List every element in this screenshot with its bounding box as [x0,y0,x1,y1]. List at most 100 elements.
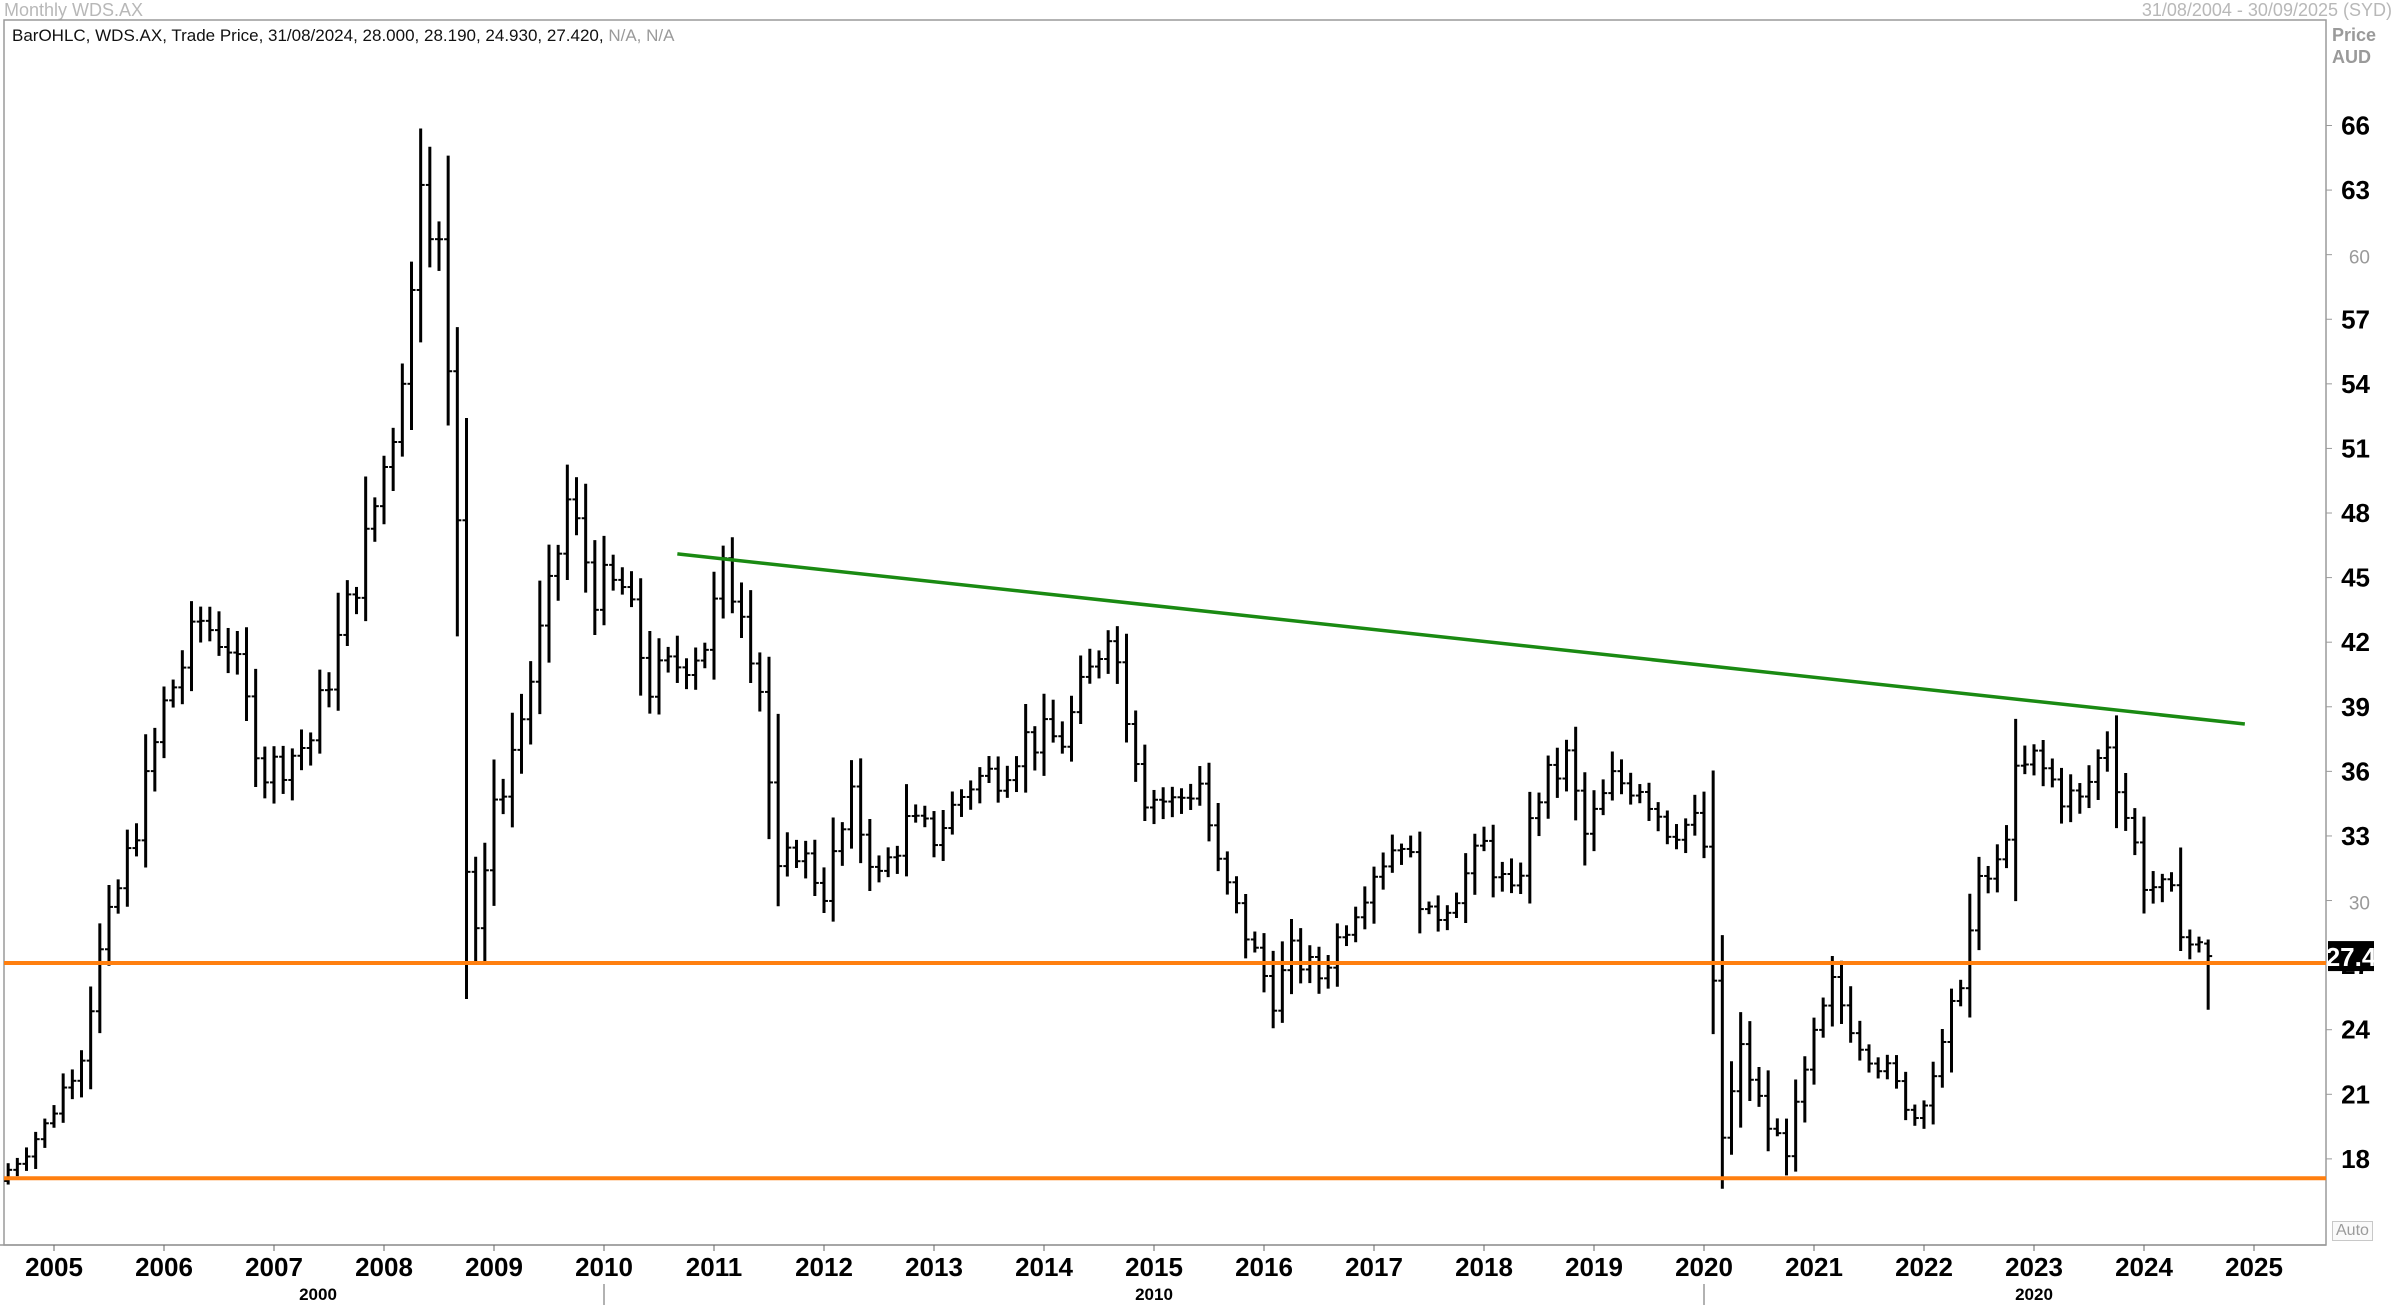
trendlines [4,552,2326,1181]
ohlc-bar [1507,858,1516,894]
price-bars [4,128,2213,1189]
price-axis-label: Price [2332,25,2377,45]
x-tick-label: 2006 [135,1252,193,1282]
ohlc-bar [710,571,718,680]
ohlc-bar [141,734,150,868]
ohlc-bar [114,879,123,914]
ohlc-bar [1480,826,1488,852]
x-tick-label: 2013 [905,1252,963,1282]
ohlc-bar [1663,810,1672,845]
ohlc-bar [1800,1056,1809,1123]
ohlc-bar [50,1105,58,1128]
ohlc-bar [1975,856,1983,951]
ohlc-bar [939,810,948,861]
ohlc-bar [774,713,783,907]
ohlc-bar [205,606,214,642]
ohlc-bar [636,578,645,696]
x-decade-label: 2010 [1135,1285,1173,1304]
ohlc-bar [453,327,462,637]
y-tick-label: 66 [2341,110,2370,140]
ohlc-bar [297,729,306,771]
y-tick-label: 24 [2341,1015,2370,1045]
trendline-resistance [677,552,2246,726]
chart-legend: BarOHLC, WDS.AX, Trade Price, 31/08/2024… [12,26,674,46]
ohlc-bar [609,554,618,591]
ohlc-bar [242,627,251,722]
ohlc-bar [966,780,975,810]
ohlc-bar [1590,790,1598,852]
x-tick-label: 2019 [1565,1252,1623,1282]
ohlc-bar [315,669,324,754]
ohlc-bar [893,845,902,874]
ohlc-bar [1791,1079,1800,1172]
ohlc-bar [1168,786,1177,818]
ohlc-bar [948,791,957,835]
time-axis: 2005 2006 2007 2008 2009 2010 2011 2012 2013 2014… [0,1244,2326,1305]
ohlc-bar [59,1073,68,1123]
ohlc-bar [1580,772,1589,866]
ohlc-bar [2020,745,2029,775]
ohlc-bar [251,668,260,788]
ohlc-bar [1049,699,1058,743]
ohlc-bar [2030,744,2038,776]
ohlc-bar [1278,941,1287,1023]
ohlc-bar [224,627,233,674]
x-tick-label: 2008 [355,1252,413,1282]
ohlc-bar [1901,1071,1910,1121]
ohlc-bar [517,693,526,774]
x-tick-label: 2017 [1345,1252,1403,1282]
price-axis: 1821242730333639424548515457606366 [2326,110,2371,1174]
legend-na: N/A, N/A [608,26,675,45]
x-decade-label: 2020 [2015,1285,2053,1304]
ohlc-bar [563,464,572,580]
y-tick-label: 51 [2341,433,2370,463]
ohlc-bar [664,646,673,673]
ohlc-bar [2112,715,2121,829]
auto-scale-button[interactable]: Auto [2332,1221,2373,1241]
ohlc-bar [801,840,810,879]
ohlc-bar [444,155,453,426]
ohlc-bar [2011,718,2020,902]
ohlc-bar [618,567,627,595]
ohlc-bar [1562,739,1571,792]
ohlc-bar [865,819,874,891]
ohlc-bar [1195,766,1204,806]
ohlc-bar [1892,1055,1901,1089]
y-tick-label: 57 [2341,304,2370,334]
ohlc-bar [215,611,223,656]
ohlc-bar [2103,731,2112,772]
ohlc-bar [1617,759,1626,795]
ohlc-bar [2130,808,2139,856]
ohlc-bar [1764,1070,1773,1152]
ohlc-bar [884,847,893,878]
y-tick-label: 18 [2341,1144,2370,1174]
ohlc-bar [1342,925,1351,947]
ohlc-bar [1755,1066,1763,1107]
x-tick-label: 2007 [245,1252,303,1282]
ohlc-bar [1012,756,1021,793]
ohlc-bar [416,128,425,343]
ohlc-bar [2158,873,2167,903]
ohlc-bar [370,497,379,542]
ohlc-bar [1150,789,1158,825]
ohlc-bar [975,767,984,804]
ohlc-bar [260,746,269,799]
x-tick-label: 2005 [25,1252,83,1282]
ohlc-bar [1654,802,1663,832]
ohlc-bar [462,417,471,1000]
ohlc-bar [480,842,489,962]
x-tick-label: 2011 [686,1252,742,1282]
ohlc-bar [1516,862,1525,895]
ohlc-bar [2085,765,2093,809]
ohlc-bar [1040,693,1048,776]
ohlc-bar [1232,876,1241,914]
ohlc-bar [499,778,508,815]
ohlc-bar [1819,997,1828,1038]
ohlc-bar [1608,751,1617,801]
ohlc-bar [196,606,205,643]
x-tick-label: 2015 [1125,1252,1183,1282]
ohlc-bar [673,635,682,683]
ohlc-bar [920,805,929,828]
ohlc-bar [1837,960,1846,1024]
